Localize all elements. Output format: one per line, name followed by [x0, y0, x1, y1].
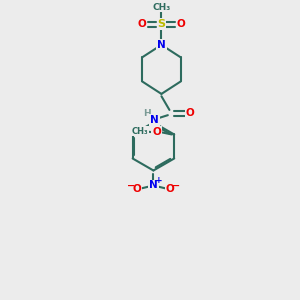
Text: N: N	[157, 40, 166, 50]
Text: O: O	[166, 184, 174, 194]
Text: O: O	[152, 127, 161, 137]
Text: −: −	[172, 180, 180, 190]
Text: N: N	[149, 180, 158, 190]
Text: H: H	[143, 109, 151, 118]
Text: CH₃: CH₃	[132, 127, 148, 136]
Text: +: +	[154, 176, 162, 185]
Text: N: N	[150, 115, 159, 125]
Text: CH₃: CH₃	[152, 3, 171, 12]
Text: S: S	[158, 19, 165, 29]
Text: −: −	[127, 180, 135, 190]
Text: O: O	[133, 184, 141, 194]
Text: O: O	[186, 108, 194, 118]
Text: N: N	[157, 40, 166, 50]
Text: O: O	[138, 19, 146, 29]
Text: O: O	[176, 19, 185, 29]
